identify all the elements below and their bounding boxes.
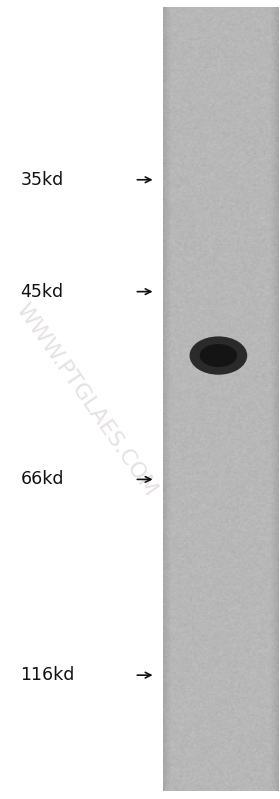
Ellipse shape xyxy=(200,344,237,367)
Text: 66kd: 66kd xyxy=(20,471,64,488)
Text: 45kd: 45kd xyxy=(20,283,64,300)
Text: WWW.PTGLAES.COM: WWW.PTGLAES.COM xyxy=(12,300,160,499)
Text: 116kd: 116kd xyxy=(20,666,75,684)
Text: 35kd: 35kd xyxy=(20,171,64,189)
Ellipse shape xyxy=(190,336,247,375)
